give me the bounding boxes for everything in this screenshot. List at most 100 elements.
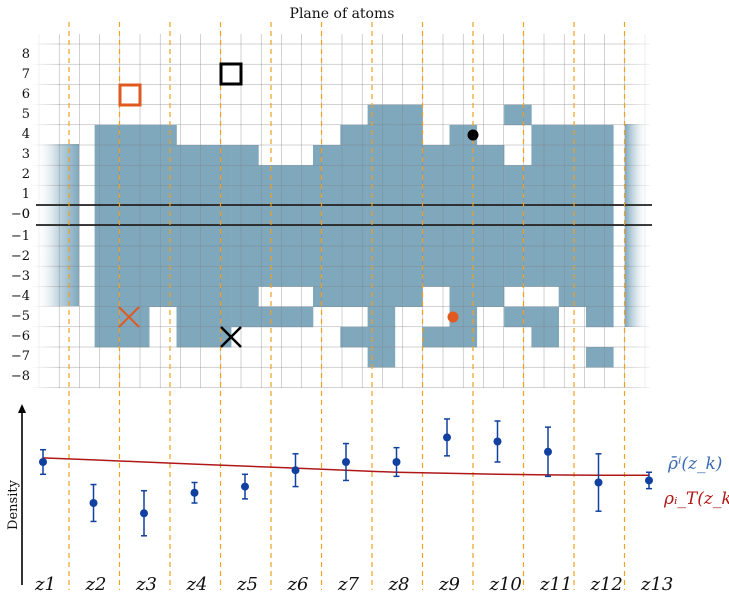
lattice-cell (586, 205, 614, 227)
row-label: 8 (22, 47, 30, 62)
lattice-cell (476, 225, 505, 247)
lattice-cell (367, 205, 396, 227)
row-label: −8 (11, 369, 30, 384)
lattice-cell (558, 225, 587, 247)
row-label: 5 (22, 107, 30, 122)
row-label: 2 (22, 167, 30, 182)
lattice-cell (504, 165, 532, 186)
lattice-cell (94, 246, 123, 267)
lattice-cell (558, 205, 587, 227)
lattice-cell (203, 266, 232, 287)
column-label: z3 (135, 574, 157, 595)
column-label: z1 (34, 574, 56, 595)
lattice-cell (340, 326, 368, 348)
lattice-cell (94, 225, 123, 247)
lattice-cell (285, 266, 314, 287)
lattice-cell (121, 124, 150, 146)
lattice-cell (121, 266, 150, 287)
lattice-cell (313, 185, 341, 206)
column-label: z8 (388, 574, 410, 595)
row-label: −7 (11, 349, 30, 364)
row-label: 4 (22, 127, 30, 142)
lattice-cell (94, 145, 123, 166)
lattice-cell (203, 185, 232, 206)
lattice-cell (121, 306, 150, 328)
lattice-cell (176, 286, 205, 307)
row-label: 3 (22, 147, 30, 162)
lattice-cell (531, 185, 559, 206)
lattice-cell (367, 145, 396, 166)
lattice-cell (313, 165, 341, 186)
lattice-cell (231, 165, 259, 186)
lattice-cell (558, 185, 587, 206)
row-label: −6 (11, 329, 30, 344)
column-label: z4 (186, 574, 208, 595)
orange-cross-marker (118, 306, 140, 328)
lattice-cell (558, 246, 587, 267)
lattice-cell (94, 286, 123, 307)
lattice-cell (586, 266, 614, 287)
lattice-cell (285, 185, 314, 206)
lattice-cell (313, 246, 341, 267)
lattice-cell (121, 326, 150, 348)
lattice-cell (586, 165, 614, 186)
lattice-cell (149, 286, 177, 307)
lattice-cell (586, 145, 614, 166)
lattice-cell (176, 326, 205, 348)
density-point (493, 420, 502, 463)
lattice-cell (394, 185, 423, 206)
lattice-cell (558, 266, 587, 287)
column-label: z6 (287, 574, 309, 595)
lattice-cell (422, 266, 450, 287)
lattice-cell (258, 165, 286, 186)
lattice-cell (203, 286, 232, 307)
lattice-cell (203, 246, 232, 267)
column-label: z10 (489, 574, 522, 595)
lattice-cell (121, 185, 150, 206)
lattice-cell (313, 266, 341, 287)
lattice-cell (586, 225, 614, 247)
lattice-cell (313, 145, 341, 166)
lattice-cell (176, 246, 205, 267)
lattice-cell (476, 205, 505, 227)
lattice-cell (422, 145, 450, 166)
row-label: −5 (11, 309, 30, 324)
column-label: z7 (337, 574, 359, 595)
lattice-cell (367, 225, 396, 247)
lattice-cell (149, 145, 177, 166)
column-label: z5 (236, 574, 258, 595)
lattice-cell (176, 306, 205, 328)
column-label: z12 (590, 574, 623, 595)
lattice-cell (504, 246, 532, 267)
density-point (392, 446, 401, 478)
lattice-cell (394, 205, 423, 227)
atom-lattice (30, 30, 660, 390)
density-point (645, 471, 653, 490)
lattice-cell (476, 145, 505, 166)
lattice-cell (422, 246, 450, 267)
lattice-cell (367, 266, 396, 287)
lattice-cell (394, 145, 423, 166)
lattice-cell (367, 286, 396, 307)
column-dividers (68, 22, 626, 590)
lattice-cell (203, 306, 232, 328)
lattice-cell (121, 286, 150, 307)
figure-title: Plane of atoms (290, 6, 395, 22)
lattice-cell (340, 145, 368, 166)
density-point (140, 489, 148, 537)
lattice-cell (531, 246, 559, 267)
lattice-cell (340, 246, 368, 267)
lattice-cell (394, 266, 423, 287)
column-label: z2 (85, 574, 107, 595)
row-label: −0 (11, 207, 30, 222)
lattice-cell (149, 266, 177, 287)
lattice-cell (531, 205, 559, 227)
lattice-cell (531, 145, 559, 166)
density-point (190, 481, 199, 504)
lattice-cell (176, 165, 205, 186)
column-label: z9 (438, 574, 460, 595)
lattice-cell (367, 347, 396, 368)
lattice-cell (313, 286, 341, 307)
density-point (544, 426, 552, 478)
lattice-cell (586, 246, 614, 267)
